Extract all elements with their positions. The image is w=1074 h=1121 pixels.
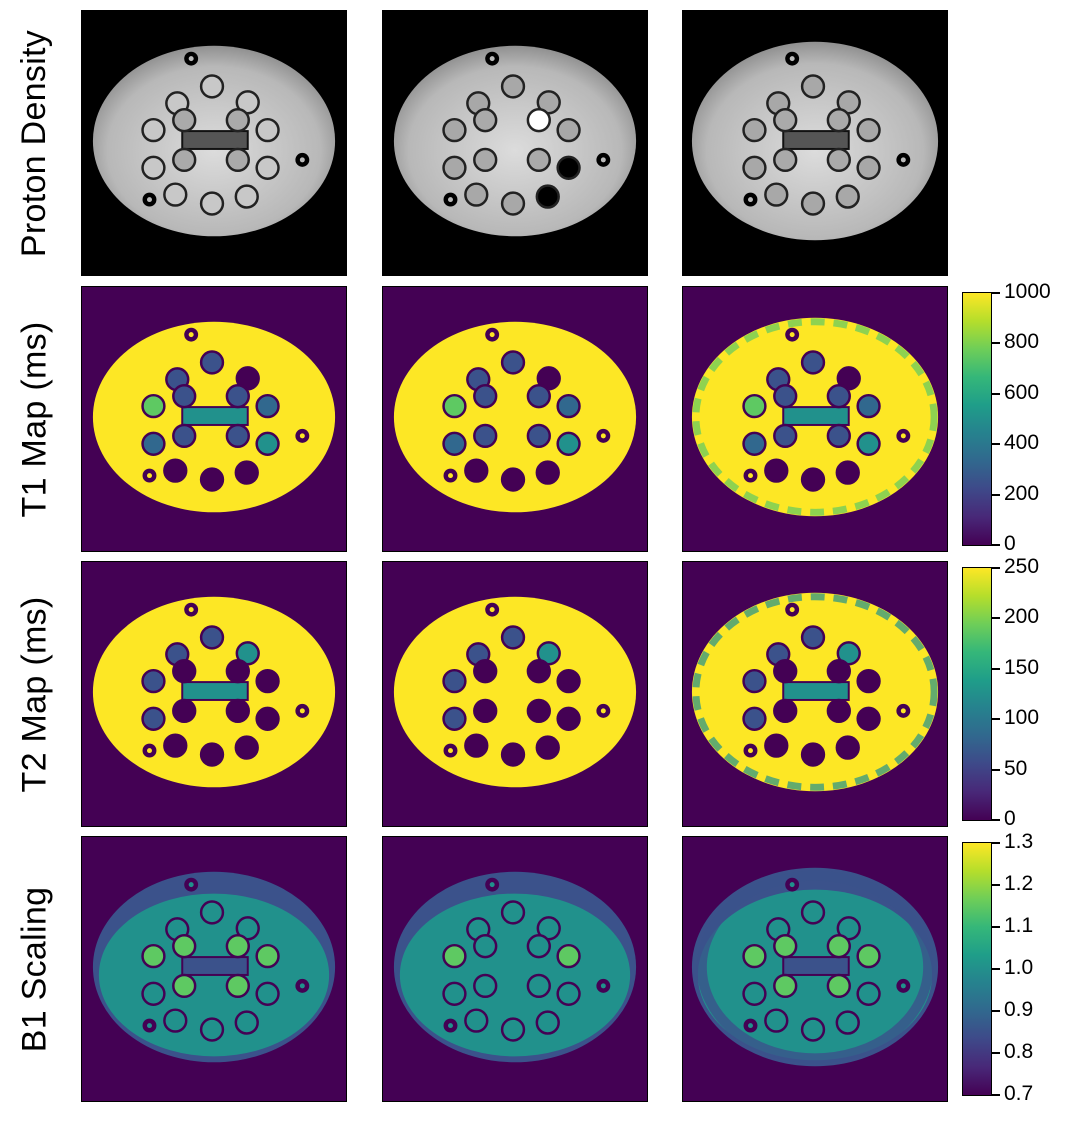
colorbar (962, 842, 992, 1096)
colorbar-tick-label: 1.0 (1004, 956, 1034, 979)
phantom-image (383, 562, 647, 826)
phantom-image (683, 837, 947, 1101)
row-label-text: T1 Map (ms) (15, 321, 54, 517)
row-label-text: B1 Scaling (15, 886, 54, 1052)
row-label: B1 Scaling (0, 836, 70, 1102)
colorbar (962, 567, 992, 821)
phantom-image (383, 837, 647, 1101)
row-label-text: Proton Density (15, 29, 54, 257)
phantom-image (82, 837, 346, 1101)
phantom-image (82, 11, 346, 275)
colorbar-tick-mark (992, 493, 1000, 496)
row-label: Proton Density (0, 10, 70, 276)
image-panel (81, 561, 347, 827)
image-panel (682, 561, 948, 827)
colorbar-tick-mark (992, 342, 1000, 345)
colorbar-tick-mark (992, 1010, 1000, 1012)
colorbar-tick-mark (992, 392, 1000, 395)
row-label: T1 Map (ms) (0, 286, 70, 552)
colorbar-tick-label: 0.7 (1004, 1082, 1034, 1105)
colorbar-tick-label: 1000 (1004, 280, 1051, 303)
colorbar-tick-mark (992, 567, 1000, 569)
colorbar-tick-mark (992, 443, 1000, 446)
colorbar-tick-label: 0 (1004, 807, 1016, 830)
image-panel (81, 10, 347, 276)
colorbar-tick-label: 400 (1004, 431, 1040, 455)
image-panel (682, 836, 948, 1102)
colorbar-tick-mark (992, 667, 1000, 670)
colorbar-tick-label: 800 (1004, 330, 1040, 354)
colorbar-tick-label: 200 (1004, 481, 1040, 505)
colorbar-tick-mark (992, 1094, 1000, 1096)
image-panel (682, 286, 948, 552)
colorbar-tick-label: 100 (1004, 706, 1040, 730)
colorbar-tick-mark (992, 819, 1000, 821)
colorbar-tick-mark (992, 1052, 1000, 1054)
colorbar-tick-label: 200 (1004, 605, 1040, 629)
colorbar-tick-label: 600 (1004, 380, 1040, 404)
colorbar-tick-mark (992, 617, 1000, 620)
phantom-image (82, 287, 346, 551)
colorbar-tick-label: 0.9 (1004, 998, 1034, 1021)
colorbar-tick-mark (992, 842, 1000, 844)
colorbar-tick-label: 0 (1004, 532, 1016, 555)
image-panel (382, 10, 648, 276)
colorbar (962, 292, 992, 546)
colorbar-tick-label: 0.8 (1004, 1040, 1034, 1063)
phantom-image (82, 562, 346, 826)
colorbar-tick-mark (992, 968, 1000, 970)
colorbar-tick-mark (992, 718, 1000, 721)
image-panel (382, 561, 648, 827)
colorbar-tick-label: 250 (1004, 555, 1040, 578)
colorbar-tick-label: 1.1 (1004, 914, 1034, 937)
row-label: T2 Map (ms) (0, 561, 70, 827)
image-panel (81, 836, 347, 1102)
colorbar-tick-mark (992, 884, 1000, 886)
image-panel (382, 286, 648, 552)
phantom-image (383, 287, 647, 551)
image-panel (682, 10, 948, 276)
phantom-image (683, 562, 947, 826)
colorbar-tick-label: 1.3 (1004, 830, 1034, 853)
colorbar-tick-mark (992, 292, 1000, 294)
colorbar-tick-mark (992, 768, 1000, 771)
phantom-image (683, 287, 947, 551)
image-panel (382, 836, 648, 1102)
colorbar-tick-mark (992, 544, 1000, 546)
colorbar-tick-label: 150 (1004, 655, 1040, 679)
phantom-image (683, 11, 947, 275)
phantom-image (383, 11, 647, 275)
colorbar-tick-label: 50 (1004, 756, 1028, 780)
colorbar-tick-label: 1.2 (1004, 872, 1034, 895)
colorbar-tick-mark (992, 926, 1000, 928)
row-label-text: T2 Map (ms) (15, 596, 54, 792)
image-panel (81, 286, 347, 552)
